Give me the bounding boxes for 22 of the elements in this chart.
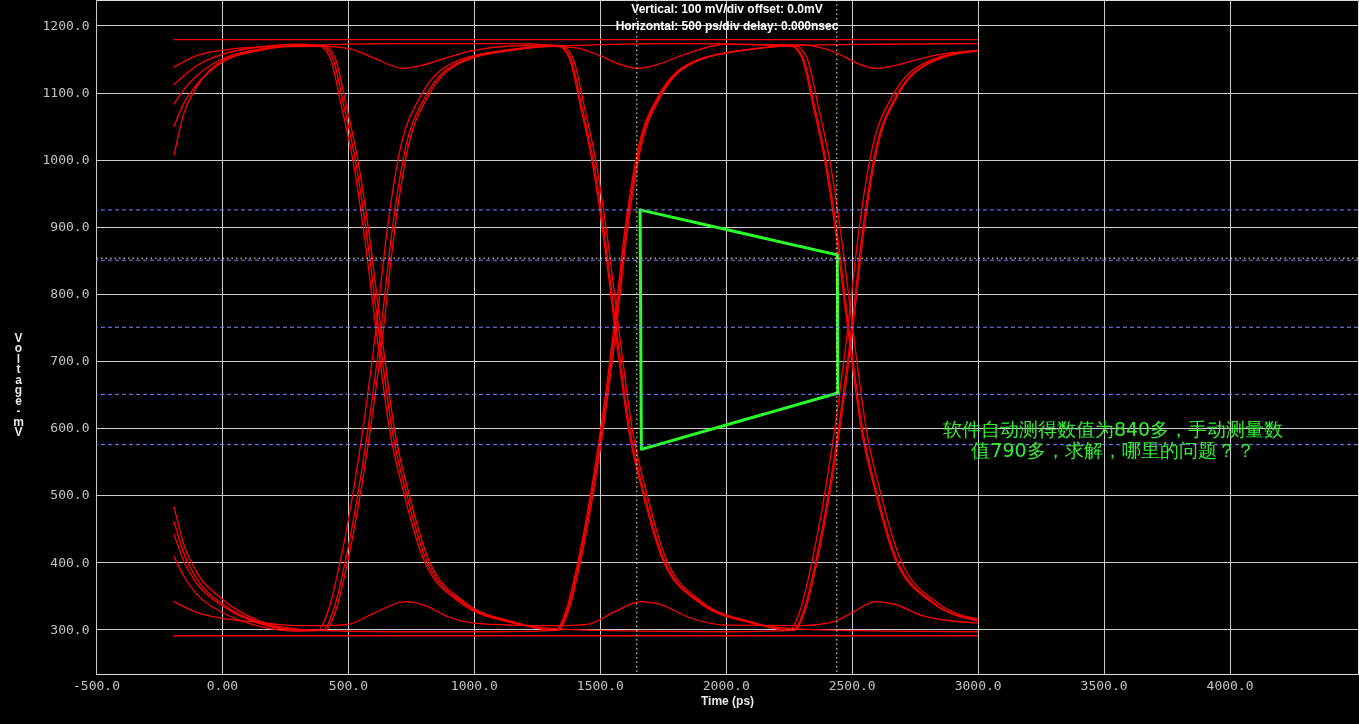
x-axis-title: Time (ps) [700,693,755,708]
y-tick-label: 900.0 [50,219,90,235]
x-tick-label: 1000.0 [450,677,498,693]
y-tick-label: 500.0 [50,487,90,503]
x-tick-label: 0.00 [206,677,239,693]
x-tick-label: 3000.0 [954,677,1002,693]
y-tick-label: 800.0 [50,286,90,302]
x-tick-label: 4000.0 [1206,677,1254,693]
text: Voltage-mV [13,330,24,439]
y-tick-label: 1200.0 [42,17,90,33]
y-tick-label: 1000.0 [42,152,90,168]
x-tick-label: 500.0 [328,677,368,693]
x-tick-label: 2500.0 [828,677,876,693]
x-tick-label: 1500.0 [576,677,624,693]
y-tick-label: 400.0 [50,554,90,570]
x-tick-label: -500.0 [73,677,120,693]
y-tick-label: 300.0 [50,621,90,637]
y-tick-label: 1100.0 [42,85,90,101]
x-tick-label: 3500.0 [1080,677,1128,693]
y-tick-label: 700.0 [50,353,90,369]
y-tick-label: 600.0 [50,420,90,436]
x-tick-label: 2000.0 [702,677,750,693]
